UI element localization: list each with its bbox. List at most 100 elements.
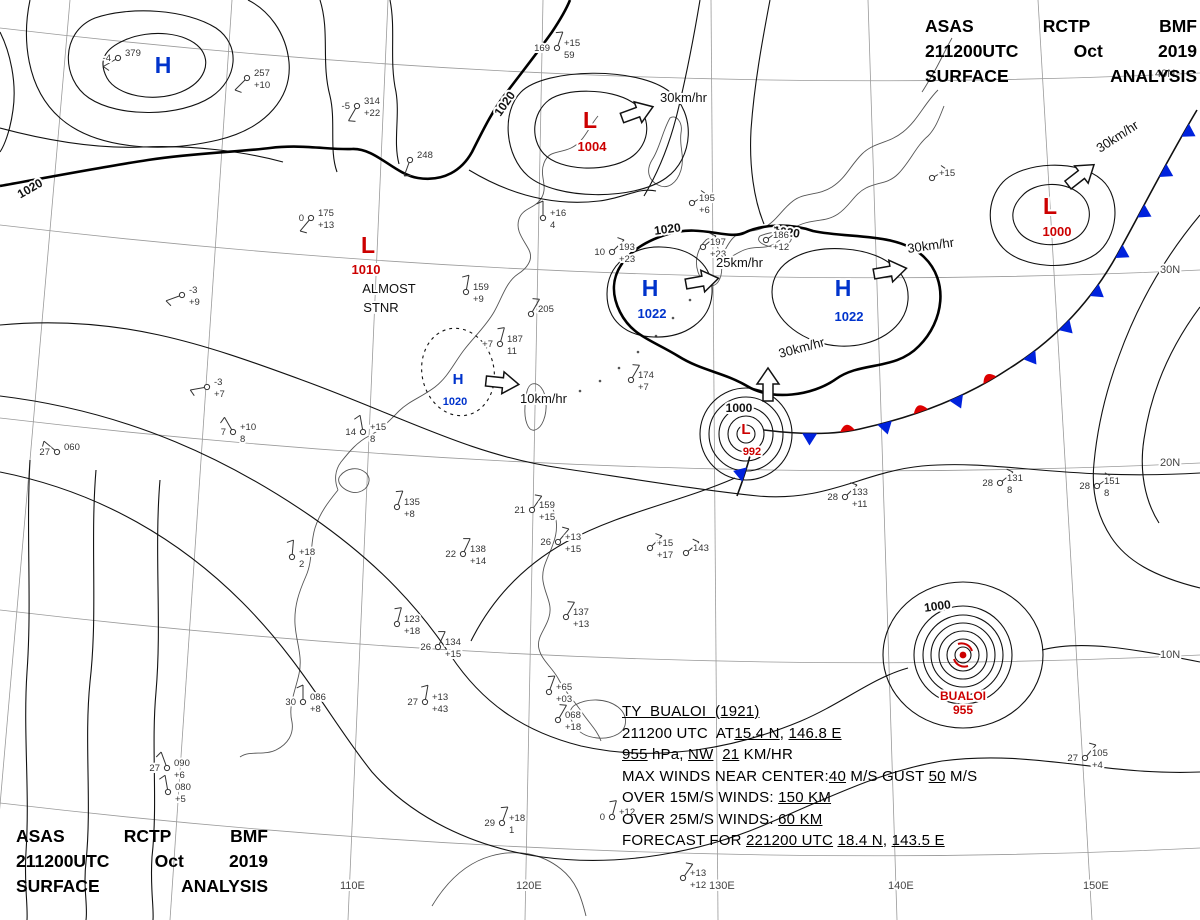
typhoon-info-text: MAX WINDS NEAR CENTER: <box>622 767 829 785</box>
typhoon-info-text: 955 <box>622 746 648 763</box>
speed-label: 30km/hr <box>1093 117 1141 156</box>
station-circle <box>178 291 186 299</box>
station-value: +8 <box>310 704 321 715</box>
typhoon-info-text: 150 KM <box>778 789 832 806</box>
station-plot: +15 <box>928 165 957 182</box>
station-plot: 0 +12 <box>598 800 637 825</box>
isobar-value-label: 1020 <box>653 220 682 238</box>
station-value: 26 <box>540 537 551 548</box>
station-value: 27 <box>407 697 418 708</box>
station-value: +15 <box>657 538 673 549</box>
station-value: 7 <box>221 427 226 438</box>
station-value: +15 <box>565 544 581 555</box>
longitude-line <box>867 0 898 920</box>
station-circle <box>406 156 414 164</box>
station-value: +8 <box>404 509 415 520</box>
station-circle <box>434 643 442 651</box>
isobar <box>0 395 909 754</box>
station-plot: 205 <box>527 298 556 318</box>
station-circle <box>462 288 470 296</box>
typhoon-info-text <box>713 746 722 763</box>
station-plot: -5 314+22 <box>340 94 382 122</box>
station-value: +5 <box>175 794 186 805</box>
isobar <box>319 0 338 173</box>
motion-arrow <box>619 100 655 125</box>
product-name: SURFACE ANALYSIS <box>16 876 268 896</box>
isobar <box>0 127 284 163</box>
coastline-shikoku <box>758 231 792 248</box>
motion-arrow <box>872 258 908 284</box>
station-value: 169 <box>534 43 550 54</box>
station-circle <box>299 698 307 706</box>
station-circle <box>353 102 361 110</box>
longitude-line <box>347 0 389 920</box>
station-value: 186 <box>773 230 789 241</box>
speed-label: 30km/hr <box>777 334 827 361</box>
typhoon-info-text: OVER 25M/S WINDS: <box>622 810 779 828</box>
station-circle <box>679 874 687 882</box>
latitude-line <box>0 27 1200 82</box>
station-circle <box>359 428 367 436</box>
typhoon-info-block: TY BUALOI (1921) 211200 UTC AT15.4 N, 146… <box>622 701 977 852</box>
isobar <box>1012 183 1090 246</box>
stationary-front <box>763 367 1011 435</box>
station-value: 28 <box>982 478 993 489</box>
station-circle <box>229 428 237 436</box>
station-value: +15 <box>445 649 461 660</box>
isobar <box>468 169 657 203</box>
latitude-line <box>0 224 1200 279</box>
station-value: 086 <box>310 692 326 703</box>
cold-front-symbol <box>733 467 747 482</box>
station-value: +11 <box>852 499 867 510</box>
station-value: 8 <box>1104 488 1109 499</box>
station-plot: 080+5 <box>159 774 193 807</box>
station-value: 28 <box>827 492 838 503</box>
station-value: 248 <box>417 150 433 161</box>
motion-arrow <box>684 268 720 294</box>
station-value: +18 <box>404 626 420 637</box>
station-value: 27 <box>149 763 160 774</box>
latitude-label: 40N <box>1155 68 1175 80</box>
station-circle <box>528 506 536 514</box>
isobar <box>0 322 1200 498</box>
station-value: +18 <box>509 813 525 824</box>
coastline-japan <box>715 105 945 262</box>
latitude-line <box>0 417 1200 472</box>
station-value: 10 <box>594 247 605 258</box>
arrow-icon <box>755 366 781 402</box>
station-plot: 27 105+4 <box>1065 742 1110 773</box>
station-plot: +182 <box>286 539 317 572</box>
station-value: +7 <box>482 339 493 350</box>
typhoon-info-line: MAX WINDS NEAR CENTER:40 M/S GUST 50 M/S <box>622 766 977 788</box>
station-plot: 14 +158 <box>343 414 388 447</box>
arrow-icon <box>619 100 655 125</box>
arrow-icon <box>872 258 908 284</box>
station-value: 195 <box>699 193 715 204</box>
isobar-value-label: 1000 <box>923 597 952 615</box>
station-circle <box>627 376 635 384</box>
isobar-1020-bold <box>612 224 942 397</box>
typhoon-info-text: 18.4 N <box>837 832 883 849</box>
speed-label: 25km/hr <box>716 255 764 270</box>
pressure-center-H: H <box>642 275 659 301</box>
station-plot: +15+17 <box>646 533 675 563</box>
latitude-label: 10N <box>1160 649 1180 661</box>
station-plot: 10 193+23 <box>592 237 637 267</box>
isobar <box>882 581 1044 729</box>
station-value: -4 <box>103 53 111 64</box>
station-plot: 27 +13+43 <box>405 684 450 717</box>
station-value: 134 <box>445 637 461 648</box>
speed-label: 30km/hr <box>906 234 955 255</box>
isobar-dashed-high <box>421 327 495 417</box>
station-value: +13 <box>573 619 589 630</box>
station-plot: 257+10 <box>234 66 272 93</box>
typhoon-info-text: 146.8 E <box>788 724 842 742</box>
station-value: 30 <box>285 697 296 708</box>
latitude-line <box>0 609 1200 664</box>
speed-label: 30km/hr <box>660 90 708 105</box>
arrow-icon <box>684 268 720 294</box>
typhoon-name: BUALOI <box>940 689 986 703</box>
cold-front-symbol <box>1137 204 1152 218</box>
station-value: 8 <box>1007 485 1012 496</box>
typhoon-info-text: M/S <box>945 767 978 785</box>
